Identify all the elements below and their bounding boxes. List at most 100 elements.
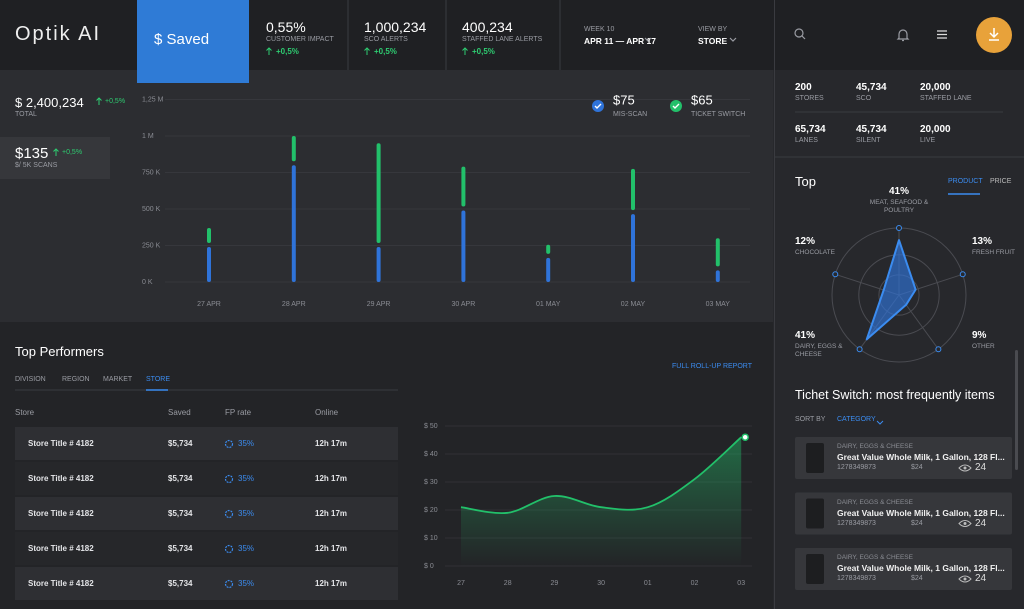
line xyxy=(460,436,742,515)
stat-value: 45,734 xyxy=(856,82,887,93)
cell: 35% xyxy=(238,544,255,553)
item-views: 24 xyxy=(975,462,987,473)
item-card xyxy=(795,492,1012,535)
kpi-change: +0,5% xyxy=(374,47,397,56)
saved-label[interactable]: $ Saved xyxy=(154,31,210,48)
item-category: DAIRY, EGGS & CHEESE xyxy=(837,498,913,506)
x-tick-label: 03 MAY xyxy=(706,301,731,308)
x-tick-label: 29 xyxy=(551,580,559,587)
axis-dot xyxy=(935,346,942,353)
top-title: Top xyxy=(795,174,816,189)
total-label: TOTAL xyxy=(15,111,37,118)
legend-total: $75 xyxy=(613,92,635,107)
eye-icon xyxy=(958,575,972,583)
stat-label: LIVE xyxy=(920,137,936,144)
per-scan-change: +0,5% xyxy=(62,149,83,156)
radar-category: MEAT, SEAFOOD & POULTRY xyxy=(869,199,929,214)
chart-panel-bg xyxy=(0,70,773,322)
x-tick-label: 02 MAY xyxy=(621,301,646,308)
search-icon[interactable] xyxy=(794,28,804,38)
x-tick-label: 02 xyxy=(691,580,699,587)
roll-up-link[interactable]: FULL ROLL-UP REPORT xyxy=(672,363,753,370)
cell: Store Title # 4182 xyxy=(28,474,94,483)
separators xyxy=(15,0,1024,609)
tab[interactable]: PRODUCT xyxy=(948,178,983,185)
axis-dot xyxy=(896,225,902,231)
up-arrow xyxy=(364,47,370,55)
tab[interactable]: PRICE xyxy=(990,178,1012,185)
stat-label: STORES xyxy=(795,95,824,102)
stat-label: SCO xyxy=(856,95,872,102)
week-value[interactable]: APR 11 — APR 17 xyxy=(584,36,656,46)
cell: 12h 17m xyxy=(315,474,348,483)
scrollbar xyxy=(1015,350,1018,470)
legend-label: TICKET SWITCH xyxy=(691,111,745,118)
item-price: $24 xyxy=(911,464,923,471)
y-tick-label: $ 30 xyxy=(424,479,438,486)
sort-value[interactable]: CATEGORY xyxy=(837,416,876,423)
tab[interactable]: DIVISION xyxy=(15,376,46,383)
bar-segment xyxy=(291,165,296,282)
stat-value: 45,734 xyxy=(856,124,887,135)
per-scan-value: $135 xyxy=(15,145,49,162)
y-tick-label: 1 M xyxy=(142,133,154,140)
item-price: $24 xyxy=(911,575,923,582)
total-value: $ 2,400,234 xyxy=(15,95,84,110)
legend-label: MIS-SCAN xyxy=(613,111,647,118)
item-name: Great Value Whole Milk, 1 Gallon, 128 Fl… xyxy=(837,452,1005,462)
cell: 12h 17m xyxy=(315,439,348,448)
tab[interactable]: STORE xyxy=(146,376,170,383)
radar-value: 12% xyxy=(795,236,816,247)
stat-label: SILENT xyxy=(856,137,881,144)
x-tick-label: 03 xyxy=(737,580,745,587)
item-views: 24 xyxy=(975,573,987,584)
bar-segment xyxy=(546,244,551,254)
x-tick-label: 28 xyxy=(504,580,512,587)
eye-pupil xyxy=(963,577,967,581)
bar-segment xyxy=(376,143,381,243)
cell: Store Title # 4182 xyxy=(28,439,94,448)
x-tick-label: 27 APR xyxy=(197,301,221,308)
sort-label: SORT BY xyxy=(795,416,826,423)
view-by-value[interactable]: STORE xyxy=(698,36,728,46)
item-category: DAIRY, EGGS & CHEESE xyxy=(837,554,913,561)
sort-chevron xyxy=(876,420,884,425)
tab[interactable]: REGION xyxy=(62,376,90,383)
item-card xyxy=(795,548,1012,590)
x-tick-label: 30 APR xyxy=(452,301,476,308)
bar-segment xyxy=(461,210,466,282)
ticket-title: Tichet Switch: most frequently items xyxy=(795,388,995,402)
x-tick-label: 27 xyxy=(457,580,465,587)
bar-segment xyxy=(207,246,211,282)
item-card xyxy=(795,437,1012,479)
cell: $5,734 xyxy=(168,474,193,483)
row-bg xyxy=(15,567,398,600)
total-change: +0,5% xyxy=(105,98,126,105)
logo: Optik AI xyxy=(15,23,102,45)
bar-segment xyxy=(715,238,720,267)
eye-pupil xyxy=(963,466,967,470)
axis-dot xyxy=(832,271,839,278)
cell: 35% xyxy=(238,509,255,518)
chevrons xyxy=(644,37,737,42)
kpi-label: SCO ALERTS xyxy=(364,36,408,43)
y-tick-label: $ 50 xyxy=(424,423,438,430)
y-tick-label: $ 0 xyxy=(424,563,434,570)
header-icons xyxy=(644,28,947,42)
x-tick-label: 01 xyxy=(644,580,652,587)
cell: Store Title # 4182 xyxy=(28,544,94,553)
row-bg xyxy=(15,462,398,495)
radar-value: 13% xyxy=(972,236,993,247)
tab[interactable]: MARKET xyxy=(103,376,133,383)
saved-button[interactable] xyxy=(137,0,249,83)
y-tick-label: $ 10 xyxy=(424,535,438,542)
bell-icon[interactable] xyxy=(896,29,910,42)
y-tick-label: $ 40 xyxy=(424,451,438,458)
cell: $5,734 xyxy=(168,439,193,448)
legend-check xyxy=(592,100,604,112)
menu-icon[interactable] xyxy=(937,30,947,39)
fp-ring xyxy=(224,474,234,484)
legend-total: $65 xyxy=(691,92,713,107)
